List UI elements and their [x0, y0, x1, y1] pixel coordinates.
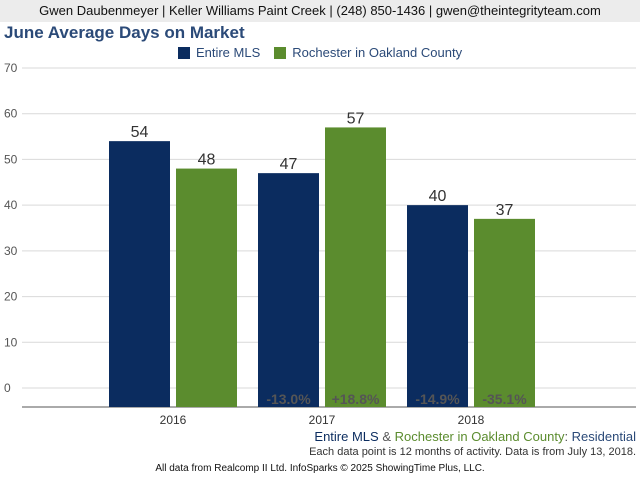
data-label: 54 — [131, 124, 149, 141]
data-label: 48 — [198, 152, 216, 169]
legend-item-entire-mls[interactable]: Entire MLS — [177, 45, 261, 60]
legend-item-rochester[interactable]: Rochester in Oakland County — [274, 45, 462, 60]
y-tick-label: 70 — [4, 61, 18, 75]
bar-entire-mls — [407, 205, 468, 407]
chart-title: June Average Days on Market — [4, 23, 245, 42]
chart-legend: Entire MLS Rochester in Oakland County — [0, 45, 640, 60]
bar-entire-mls — [109, 141, 170, 407]
y-tick-label: 50 — [4, 152, 18, 166]
bar-entire-mls — [258, 173, 319, 407]
bar-rochester — [325, 127, 386, 407]
x-tick-label: 2017 — [309, 413, 336, 427]
x-tick-label: 2016 — [160, 413, 187, 427]
data-label: 40 — [429, 188, 447, 205]
legend-swatch-rochester — [274, 46, 287, 59]
change-label: -14.9% — [415, 391, 460, 407]
y-tick-label: 10 — [4, 335, 18, 349]
y-tick-label: 30 — [4, 244, 18, 258]
subject-series1: Entire MLS — [314, 429, 379, 444]
bar-rochester — [176, 168, 237, 407]
data-label: 47 — [280, 156, 298, 173]
y-tick-label: 60 — [4, 107, 18, 121]
y-tick-label: 20 — [4, 290, 18, 304]
change-label: -13.0% — [266, 391, 311, 407]
subject-series2: Rochester in Oakland County — [394, 429, 565, 444]
x-tick-label: 2018 — [458, 413, 485, 427]
footer-credit: All data from Realcomp II Ltd. InfoSpark… — [155, 463, 485, 474]
legend-label-entire-mls: Entire MLS — [195, 45, 261, 60]
legend-swatch-entire-mls — [177, 46, 190, 59]
data-note: Each data point is 12 months of activity… — [309, 446, 636, 458]
data-label: 37 — [496, 202, 514, 219]
subject-line: Entire MLS & Rochester in Oakland County… — [314, 429, 636, 444]
subject-colon: : — [564, 429, 572, 444]
subject-type: Residential — [571, 429, 636, 444]
change-label: -35.1% — [482, 391, 527, 407]
subject-amp: & — [378, 429, 395, 444]
y-tick-label: 0 — [4, 381, 11, 395]
legend-label-rochester: Rochester in Oakland County — [292, 45, 463, 60]
change-label: +18.8% — [332, 391, 380, 407]
data-label: 57 — [347, 110, 365, 127]
y-tick-label: 40 — [4, 198, 18, 212]
bar-rochester — [474, 218, 535, 407]
agent-contact-bar: Gwen Daubenmeyer | Keller Williams Paint… — [0, 0, 640, 22]
